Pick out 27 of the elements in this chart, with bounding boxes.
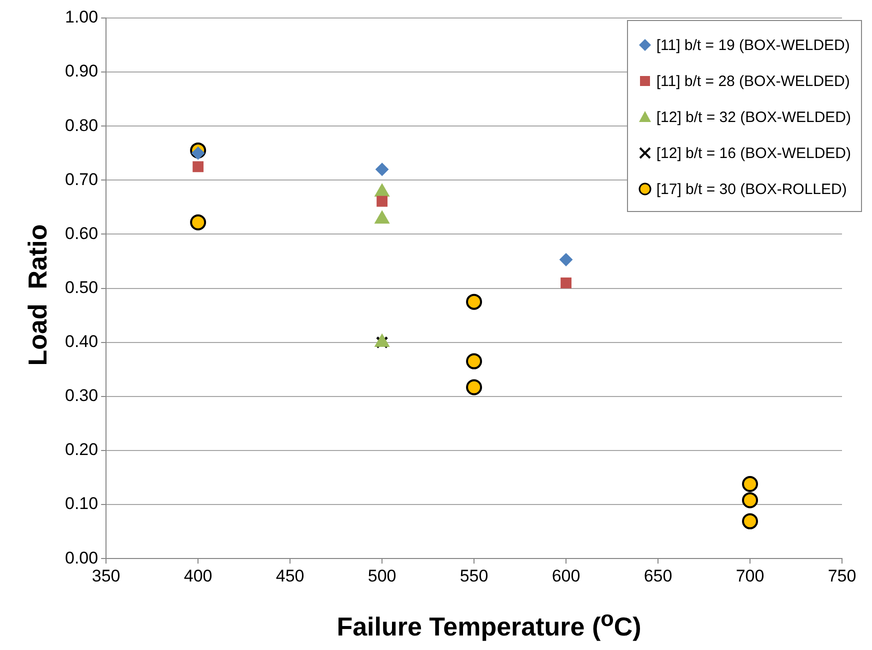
x-tick-label: 350: [92, 566, 120, 586]
x-axis-title: Failure Temperature ($^{o}$C): [336, 606, 642, 643]
legend-label: [17] b/t = 30 (BOX-ROLLED): [656, 180, 847, 198]
y-tick-label: 0.20: [64, 440, 98, 460]
x-tick-label: 750: [828, 566, 856, 586]
y-tick-label: 0.30: [64, 386, 98, 406]
y-tick-label: 0.90: [64, 62, 98, 81]
y-tick-label: 0.50: [64, 278, 98, 297]
y-axis-title: Load Ratio: [22, 224, 54, 366]
y-tick-label: 0.70: [64, 170, 98, 189]
y-tick-label: 0.60: [64, 224, 98, 243]
y-tick-label: 0.40: [64, 332, 98, 352]
y-tick-label: 0.00: [64, 548, 98, 568]
y-tick-label: 0.10: [64, 494, 98, 514]
x-tick-label: 550: [460, 566, 488, 586]
x-tick-label: 600: [552, 566, 580, 586]
x-tick-label: 650: [644, 566, 672, 586]
legend-label: [12] b/t = 32 (BOX-WELDED): [656, 108, 851, 126]
x-tick-label: 450: [276, 566, 304, 586]
y-tick-label: 1.00: [64, 8, 98, 27]
x-tick-label: 700: [736, 566, 764, 586]
y-tick-label: 0.80: [64, 116, 98, 135]
x-tick-label: 400: [184, 566, 212, 586]
legend-label: [11] b/t = 19 (BOX-WELDED): [656, 36, 850, 54]
x-tick-label: 500: [368, 566, 396, 586]
legend-label: [12] b/t = 16 (BOX-WELDED): [656, 144, 851, 162]
legend-label: [11] b/t = 28 (BOX-WELDED): [656, 72, 850, 90]
